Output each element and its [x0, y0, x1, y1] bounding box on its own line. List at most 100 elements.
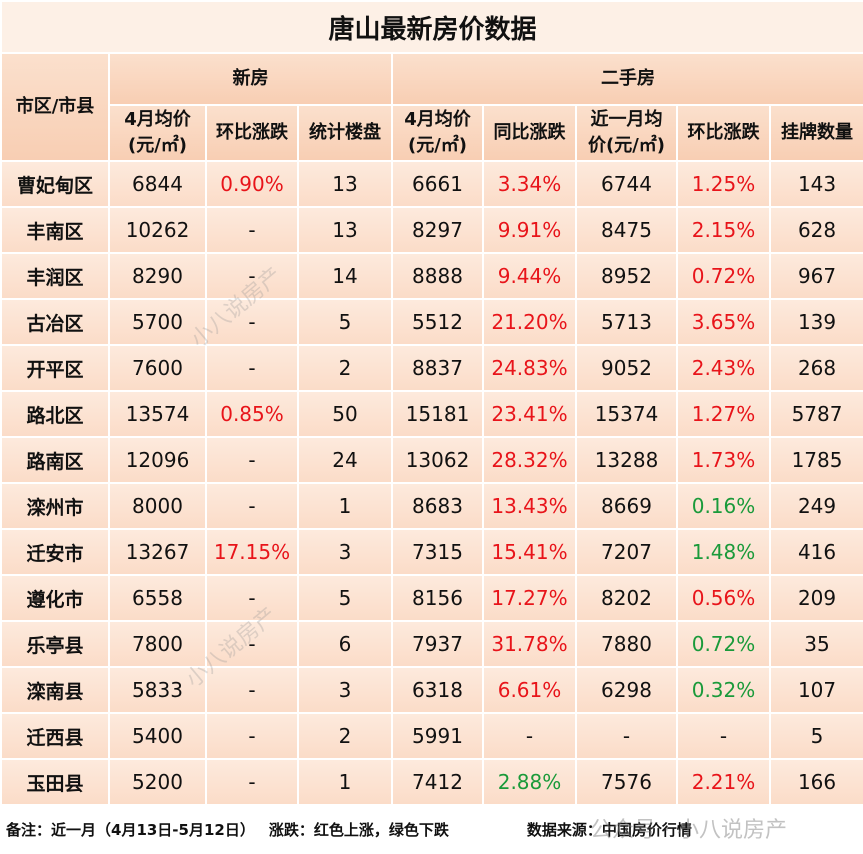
district-name: 迁安市: [0, 528, 110, 576]
district-name: 开平区: [0, 344, 110, 392]
value-cell: -: [205, 252, 299, 300]
table-title: 唐山最新房价数据: [0, 0, 863, 54]
change-cell: 2.43%: [676, 344, 771, 392]
value-cell: 6: [297, 620, 393, 668]
column-header: 同比涨跌: [482, 104, 577, 162]
change-cell: 0.32%: [676, 666, 771, 714]
change-cell: 0.72%: [676, 252, 771, 300]
value-cell: 8000: [108, 482, 207, 530]
table-row: 滦南县 5833-3 6318 6.61% 6298 0.32% 107: [0, 666, 863, 714]
value-cell: 139: [768, 298, 863, 346]
footer-legend: 涨跌：红色上涨，绿色下跌: [268, 820, 449, 839]
table-row: 遵化市 6558-5 8156 17.27% 8202 0.56% 209: [0, 574, 863, 622]
change-cell: 0.85%: [205, 390, 299, 438]
column-header: 挂牌数量: [768, 104, 863, 162]
value-cell: 9052: [575, 344, 678, 392]
change-cell: 1.27%: [676, 390, 771, 438]
value-cell: 2: [297, 712, 393, 760]
district-name: 玉田县: [0, 758, 110, 806]
value-cell: -: [205, 206, 299, 254]
change-cell: 9.44%: [482, 252, 577, 300]
change-cell: 24.83%: [482, 344, 577, 392]
value-cell: 5: [768, 712, 863, 760]
district-name: 丰南区: [0, 206, 110, 254]
value-cell: 7800: [108, 620, 207, 668]
column-header: 统计楼盘: [297, 104, 393, 162]
value-cell: -: [205, 712, 299, 760]
value-cell: 13: [297, 160, 393, 208]
change-cell: 17.27%: [482, 574, 577, 622]
district-name: 路南区: [0, 436, 110, 484]
change-cell: 0.90%: [205, 160, 299, 208]
table-row: 古冶区 5700-5 5512 21.20% 5713 3.65% 139: [0, 298, 863, 346]
value-cell: 50: [297, 390, 393, 438]
table-row: 迁安市 13267 17.15% 3 7315 15.41% 7207 1.48% 416: [0, 528, 863, 576]
column-header-row: 4月均价 (元/㎡) 环比涨跌 统计楼盘 4月均价 (元/㎡) 同比涨跌 近一月均 价(元…: [1, 104, 863, 162]
change-cell: 0.16%: [676, 482, 771, 530]
change-cell: 28.32%: [482, 436, 577, 484]
change-cell: 2.15%: [676, 206, 771, 254]
value-cell: 15374: [575, 390, 678, 438]
footer-row: 备注：近一月（4月13日-5月12日） 涨跌：红色上涨，绿色下跌 数据来源：中国房价…: [0, 804, 863, 854]
value-cell: 143: [768, 160, 863, 208]
value-cell: 8683: [391, 482, 484, 530]
value-cell: 13: [297, 206, 393, 254]
value-cell: 8202: [575, 574, 678, 622]
value-cell: -: [205, 482, 299, 530]
value-cell: 166: [768, 758, 863, 806]
table-row: 丰南区 10262-13 8297 9.91% 8475 2.15% 628: [0, 206, 863, 254]
table-row: 路北区 13574 0.85% 50 15181 23.41% 15374 1.27% 5787: [0, 390, 863, 438]
column-header: 近一月均 价(元/㎡): [575, 104, 678, 162]
value-cell: 14: [297, 252, 393, 300]
table-row: 开平区 7600-2 8837 24.83% 9052 2.43% 268: [0, 344, 863, 392]
table-row: 乐亭县 7800-6 7937 31.78% 7880 0.72% 35: [0, 620, 863, 668]
value-cell: 5400: [108, 712, 207, 760]
value-cell: 13267: [108, 528, 207, 576]
value-cell: 13062: [391, 436, 484, 484]
value-cell: 6298: [575, 666, 678, 714]
value-cell: 8156: [391, 574, 484, 622]
value-cell: 7412: [391, 758, 484, 806]
value-cell: 5512: [391, 298, 484, 346]
value-cell: -: [205, 666, 299, 714]
value-cell: 7880: [575, 620, 678, 668]
column-header: 环比涨跌: [676, 104, 771, 162]
footer: 备注：近一月（4月13日-5月12日） 涨跌：红色上涨，绿色下跌 数据来源：中国房价…: [0, 804, 863, 854]
district-name: 遵化市: [0, 574, 110, 622]
value-cell: 209: [768, 574, 863, 622]
district-name: 迁西县: [0, 712, 110, 760]
table-row: 丰润区 8290-14 8888 9.44% 8952 0.72% 967: [0, 252, 863, 300]
value-cell: 967: [768, 252, 863, 300]
column-header: 4月均价 (元/㎡): [108, 104, 207, 162]
value-cell: -: [205, 298, 299, 346]
table-row: 曹妃甸区 6844 0.90% 13 6661 3.34% 6744 1.25% 143: [0, 160, 863, 208]
value-cell: 7937: [391, 620, 484, 668]
change-cell: 9.91%: [482, 206, 577, 254]
footer-note: 备注：近一月（4月13日-5月12日）: [6, 820, 255, 839]
value-cell: 5700: [108, 298, 207, 346]
value-cell: -: [205, 436, 299, 484]
change-cell: 17.15%: [205, 528, 299, 576]
value-cell: 8290: [108, 252, 207, 300]
value-cell: 12096: [108, 436, 207, 484]
value-cell: 3: [297, 528, 393, 576]
value-cell: 6661: [391, 160, 484, 208]
value-cell: -: [676, 712, 771, 760]
district-name: 乐亭县: [0, 620, 110, 668]
value-cell: -: [205, 344, 299, 392]
change-cell: 0.72%: [676, 620, 771, 668]
value-cell: 5833: [108, 666, 207, 714]
change-cell: 13.43%: [482, 482, 577, 530]
value-cell: 8297: [391, 206, 484, 254]
change-cell: 23.41%: [482, 390, 577, 438]
value-cell: 7600: [108, 344, 207, 392]
value-cell: 6318: [391, 666, 484, 714]
value-cell: 8837: [391, 344, 484, 392]
footer-source: 数据来源：中国房价行情: [526, 820, 692, 839]
value-cell: 628: [768, 206, 863, 254]
value-cell: 5: [297, 574, 393, 622]
district-name: 滦州市: [0, 482, 110, 530]
value-cell: 249: [768, 482, 863, 530]
value-cell: 1: [297, 482, 393, 530]
change-cell: 2.21%: [676, 758, 771, 806]
